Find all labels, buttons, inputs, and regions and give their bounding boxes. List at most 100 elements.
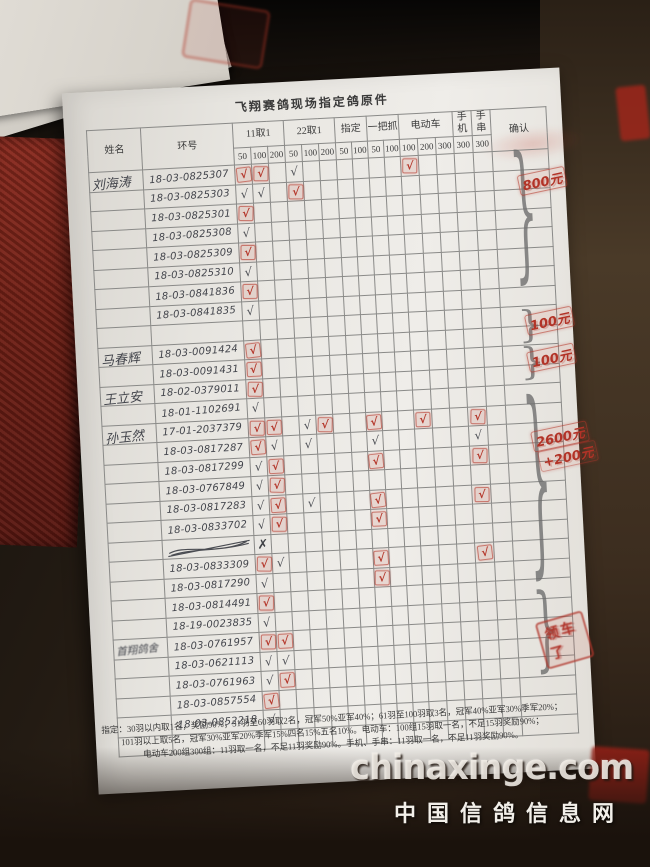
check-cell: [394, 351, 412, 372]
check-cell: [405, 565, 423, 586]
check-cell: [285, 493, 304, 514]
check-cell: [402, 506, 420, 528]
check-cell: [384, 468, 402, 490]
check-cell: [461, 640, 481, 661]
check-cell: [374, 586, 392, 607]
check-cell: [353, 489, 371, 511]
check-cell: [419, 173, 439, 195]
check-cell: [480, 287, 501, 309]
check-cell: [484, 365, 505, 387]
check-cell: [404, 233, 424, 254]
check-cell: √: [247, 417, 266, 438]
red-stamp-check: √: [287, 184, 303, 200]
check-cell: [395, 370, 413, 391]
watermark-site-name: 中国信鸽信息网: [394, 802, 626, 827]
check-cell: [318, 472, 337, 493]
column-header-amount: 200: [318, 142, 337, 161]
check-cell: [464, 347, 485, 368]
check-cell: [453, 484, 473, 506]
check-cell: [344, 646, 363, 667]
check-cell: [397, 409, 415, 430]
check-cell: [268, 162, 287, 183]
check-cell: [351, 451, 369, 472]
column-header-amount: 50: [335, 141, 353, 160]
check-cell: [283, 454, 302, 475]
check-cell: [279, 376, 298, 397]
check-cell: √: [236, 203, 255, 224]
check-cell: [344, 314, 362, 336]
check-cell: [325, 276, 344, 297]
column-header-amount: 300: [435, 136, 455, 155]
column-header-group: 指定: [334, 116, 368, 143]
handwritten-ring-number: 18-03-0814491: [171, 597, 252, 615]
check-cell: √: [269, 513, 288, 535]
column-header-amount: 300: [453, 135, 474, 154]
check-cell: [295, 688, 314, 709]
check-cell: [376, 625, 394, 646]
check-cell: [327, 647, 346, 668]
handwritten-ring-number: 18-03-0841835: [155, 305, 237, 322]
check-cell: [379, 371, 397, 392]
check-cell: √: [467, 405, 488, 427]
check-cell: [275, 298, 294, 320]
check-cell: √: [276, 650, 295, 671]
check-cell: [436, 505, 456, 526]
check-cell: [384, 156, 402, 177]
check-cell: [444, 309, 464, 330]
check-cell: [417, 486, 437, 507]
check-cell: [489, 463, 510, 484]
check-cell: [313, 374, 332, 396]
check-cell: [336, 158, 354, 180]
pencil-check: √: [254, 459, 263, 474]
check-cell: [457, 210, 478, 232]
check-cell: [441, 250, 461, 272]
check-cell: [305, 550, 324, 572]
check-cell: [411, 682, 429, 703]
check-cell: [380, 390, 398, 412]
check-cell: [409, 330, 429, 352]
red-stamp-check: √: [476, 544, 493, 562]
check-cell: [392, 312, 410, 333]
check-cell: √: [275, 630, 294, 652]
pencil-check: √: [240, 186, 249, 202]
check-cell: [422, 583, 442, 605]
check-cell: [341, 256, 359, 277]
check-cell: [418, 154, 438, 175]
check-cell: [449, 406, 469, 428]
check-cell: [305, 219, 324, 240]
check-cell: [356, 548, 374, 569]
check-cell: [361, 333, 379, 354]
check-cell: [292, 629, 311, 651]
check-cell: [331, 393, 350, 414]
check-cell: [310, 648, 329, 669]
red-seal-mark: [615, 84, 650, 142]
table-row: ✗: [108, 518, 569, 563]
check-cell: [368, 157, 386, 178]
check-cell: [391, 605, 409, 626]
check-cell: [327, 315, 346, 336]
column-header-group: 手机: [451, 110, 473, 137]
check-cell: √: [246, 397, 265, 419]
check-cell: [303, 180, 322, 201]
handwritten-ring-number: 18-19-0023835: [172, 617, 253, 634]
check-cell: [455, 523, 475, 544]
ring-cell: [161, 535, 255, 560]
pencil-check: √: [290, 164, 299, 179]
check-cell: [306, 570, 325, 591]
check-cell: √: [469, 444, 490, 466]
handwritten-name: 王立安: [102, 389, 143, 409]
check-cell: √: [239, 261, 258, 282]
check-cell: [407, 604, 425, 625]
check-cell: [419, 525, 439, 546]
check-cell: [273, 591, 292, 613]
check-cell: [289, 571, 308, 592]
check-cell: [456, 191, 477, 212]
x-mark: ✗: [257, 537, 269, 553]
pencil-check: √: [264, 653, 274, 669]
check-cell: [383, 449, 401, 470]
red-stamp-check: √: [244, 341, 262, 359]
check-cell: √: [286, 180, 305, 202]
check-cell: [396, 390, 414, 411]
check-cell: [281, 415, 300, 436]
check-cell: [278, 357, 297, 378]
